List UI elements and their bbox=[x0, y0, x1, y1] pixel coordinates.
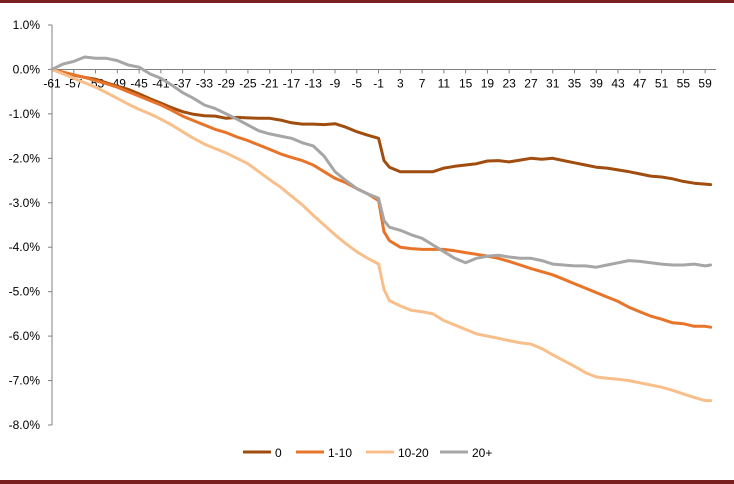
legend-label: 20+ bbox=[472, 446, 492, 460]
x-tick-label: 7 bbox=[419, 76, 426, 90]
y-tick-label: -1.0% bbox=[9, 107, 41, 121]
y-tick-label: -4.0% bbox=[9, 240, 41, 254]
y-axis: 1.0% 0.0% -1.0% -2.0% -3.0% -4.0% -5.0% -6.0% -7… bbox=[9, 18, 53, 432]
x-tick-label: 31 bbox=[546, 76, 560, 90]
x-tick-label: 43 bbox=[611, 76, 625, 90]
x-tick-label: 39 bbox=[590, 76, 604, 90]
x-tick-label: 47 bbox=[633, 76, 647, 90]
top-border bbox=[0, 0, 734, 3]
y-tick-label: -2.0% bbox=[9, 151, 41, 165]
legend-label: 0 bbox=[275, 446, 282, 460]
x-tick-label: -29 bbox=[217, 76, 235, 90]
x-tick-label: 59 bbox=[698, 76, 712, 90]
x-tick-label: -5 bbox=[351, 76, 362, 90]
bottom-border bbox=[0, 480, 734, 484]
x-tick-label: -33 bbox=[196, 76, 214, 90]
x-tick-label: -13 bbox=[305, 76, 323, 90]
x-tick-label: -1 bbox=[373, 76, 384, 90]
x-tick-label: -45 bbox=[130, 76, 148, 90]
y-tick-label: -5.0% bbox=[9, 285, 41, 299]
x-tick-label: -9 bbox=[330, 76, 341, 90]
series-line-10-20 bbox=[50, 67, 713, 403]
legend-label: 10-20 bbox=[398, 446, 429, 460]
x-tick-label: 23 bbox=[503, 76, 517, 90]
x-tick-label: 11 bbox=[438, 76, 451, 90]
series-lines bbox=[50, 55, 713, 403]
y-tick-label: -3.0% bbox=[9, 196, 41, 210]
y-tick-label: -7.0% bbox=[9, 374, 41, 388]
legend: 0 1-10 10-20 20+ bbox=[243, 446, 492, 460]
x-tick-label: 19 bbox=[481, 76, 495, 90]
x-tick-label: -17 bbox=[283, 76, 301, 90]
x-tick-label: 15 bbox=[459, 76, 473, 90]
series-line-1-10 bbox=[50, 67, 713, 329]
x-tick-label: 51 bbox=[655, 76, 669, 90]
y-tick-label: 1.0% bbox=[13, 18, 41, 32]
x-tick-label: -25 bbox=[239, 76, 257, 90]
y-tick-label: -8.0% bbox=[9, 418, 41, 432]
y-tick-label: -6.0% bbox=[9, 329, 41, 343]
x-tick-label: 55 bbox=[677, 76, 691, 90]
legend-label: 1-10 bbox=[328, 446, 352, 460]
x-tick-label: 3 bbox=[397, 76, 404, 90]
x-tick-label: 35 bbox=[568, 76, 582, 90]
x-tick-label: -21 bbox=[261, 76, 279, 90]
x-tick-label: -37 bbox=[174, 76, 192, 90]
x-tick-label: 27 bbox=[524, 76, 538, 90]
x-axis: -61 -57 -53 -49 -45 -41 -37 -33 -29 -25 -21 -17 -13-… bbox=[43, 68, 716, 90]
series-line-20+ bbox=[50, 55, 713, 269]
series-line-0 bbox=[50, 67, 713, 187]
x-tick-label: -61 bbox=[43, 76, 61, 90]
y-tick-label: 0.0% bbox=[13, 62, 41, 76]
